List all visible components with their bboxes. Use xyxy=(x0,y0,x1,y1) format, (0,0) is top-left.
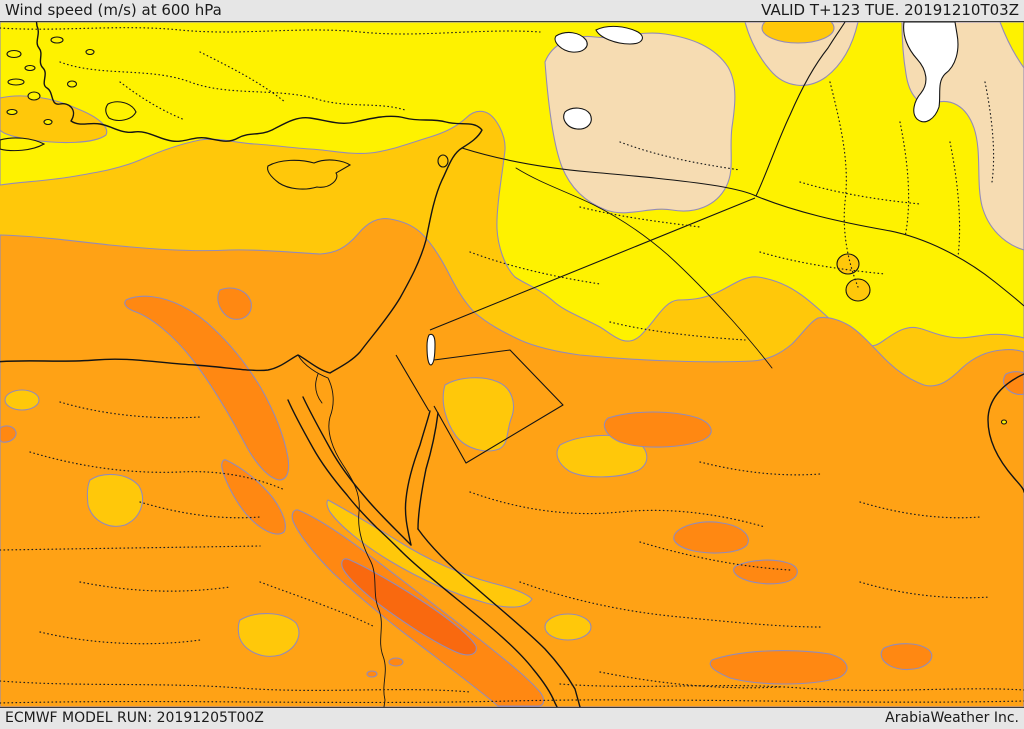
dark-orange-patch-south-1 xyxy=(709,650,848,685)
map-canvas xyxy=(0,22,1024,707)
gold-patch-top-edge xyxy=(761,22,835,44)
lake-urmia-south xyxy=(845,278,871,302)
aegean-islands xyxy=(0,36,137,152)
border-turkey-syria xyxy=(461,147,757,197)
core-orange-red-sea xyxy=(341,558,477,656)
gulf-of-suez-west-shore xyxy=(287,399,402,552)
red-sea-east-coast xyxy=(417,528,581,707)
gulf-of-aqaba-west-shore xyxy=(404,410,431,546)
border-egypt-israel xyxy=(395,354,430,412)
lake-anatolia-south xyxy=(563,107,592,130)
dark-orange-speck-1 xyxy=(388,657,404,667)
wind-speed-map xyxy=(0,22,1024,707)
lake-homs xyxy=(437,154,449,168)
fill-regions xyxy=(0,22,1024,707)
dark-orange-patch-upper-egypt xyxy=(221,459,286,535)
border-turkey-iran xyxy=(755,22,846,197)
dark-orange-patch-nafud xyxy=(603,411,712,448)
euphrates-river xyxy=(515,167,773,369)
map-title: Wind speed (m/s) at 600 hPa xyxy=(5,1,222,19)
coastlines xyxy=(0,22,1024,707)
border-jordan-saudi-zigzag xyxy=(433,349,564,464)
water-bodies xyxy=(426,22,959,366)
gulf-of-suez-east-shore xyxy=(302,396,412,546)
model-run-label: ECMWF MODEL RUN: 20191205T00Z xyxy=(5,710,264,726)
dark-orange-patch-west-edge xyxy=(0,425,17,443)
country-borders-solid xyxy=(395,22,1024,464)
rhodes-island xyxy=(105,101,137,121)
attribution-label: ArabiaWeather Inc. xyxy=(885,710,1019,726)
dead-sea xyxy=(426,333,436,366)
cyprus-island xyxy=(267,159,352,190)
red-sea-west-coast xyxy=(400,550,558,707)
gold-patch-south-egypt xyxy=(237,613,300,657)
lake-anatolia-west xyxy=(554,31,588,53)
dark-orange-speck-2 xyxy=(366,670,378,678)
dark-orange-patch-south-2 xyxy=(880,643,933,671)
gold-patch-suez-coast xyxy=(326,499,533,608)
dark-orange-patch-delta-east xyxy=(217,287,252,320)
crete-island xyxy=(0,137,46,152)
nile-river xyxy=(297,354,386,707)
border-iraq-iran xyxy=(755,195,1024,307)
caspian-sea xyxy=(903,22,959,123)
dark-orange-patch-saudi-1 xyxy=(673,521,749,554)
dark-orange-patch-gulf-edge xyxy=(1003,371,1024,395)
map-footer: ECMWF MODEL RUN: 20191205T00Z ArabiaWeat… xyxy=(0,707,1024,729)
persian-gulf-coast xyxy=(987,373,1024,493)
gulf-of-aqaba-east-shore xyxy=(417,412,439,530)
gold-patch-sinai xyxy=(442,377,515,452)
yellow-band-region xyxy=(0,22,1024,347)
valid-time-label: VALID T+123 TUE. 20191210T03Z xyxy=(761,1,1019,19)
dark-orange-band-red-sea-hills xyxy=(124,295,290,481)
admin-borders-dotted xyxy=(0,27,1024,704)
gold-patch-west-desert xyxy=(86,473,143,527)
map-header: Wind speed (m/s) at 600 hPa VALID T+123 … xyxy=(0,0,1024,22)
gulf-island xyxy=(1000,419,1008,425)
border-iraq-saudi xyxy=(429,197,756,331)
gold-patch-central-saudi xyxy=(544,613,592,641)
nile-delta-branch xyxy=(315,373,323,404)
gold-patch-west-desert-small xyxy=(4,389,40,411)
lake-van xyxy=(595,25,643,45)
gold-patch-aegean xyxy=(0,95,108,144)
orange-band-region xyxy=(0,218,1024,707)
lake-urmia-north xyxy=(836,253,860,275)
